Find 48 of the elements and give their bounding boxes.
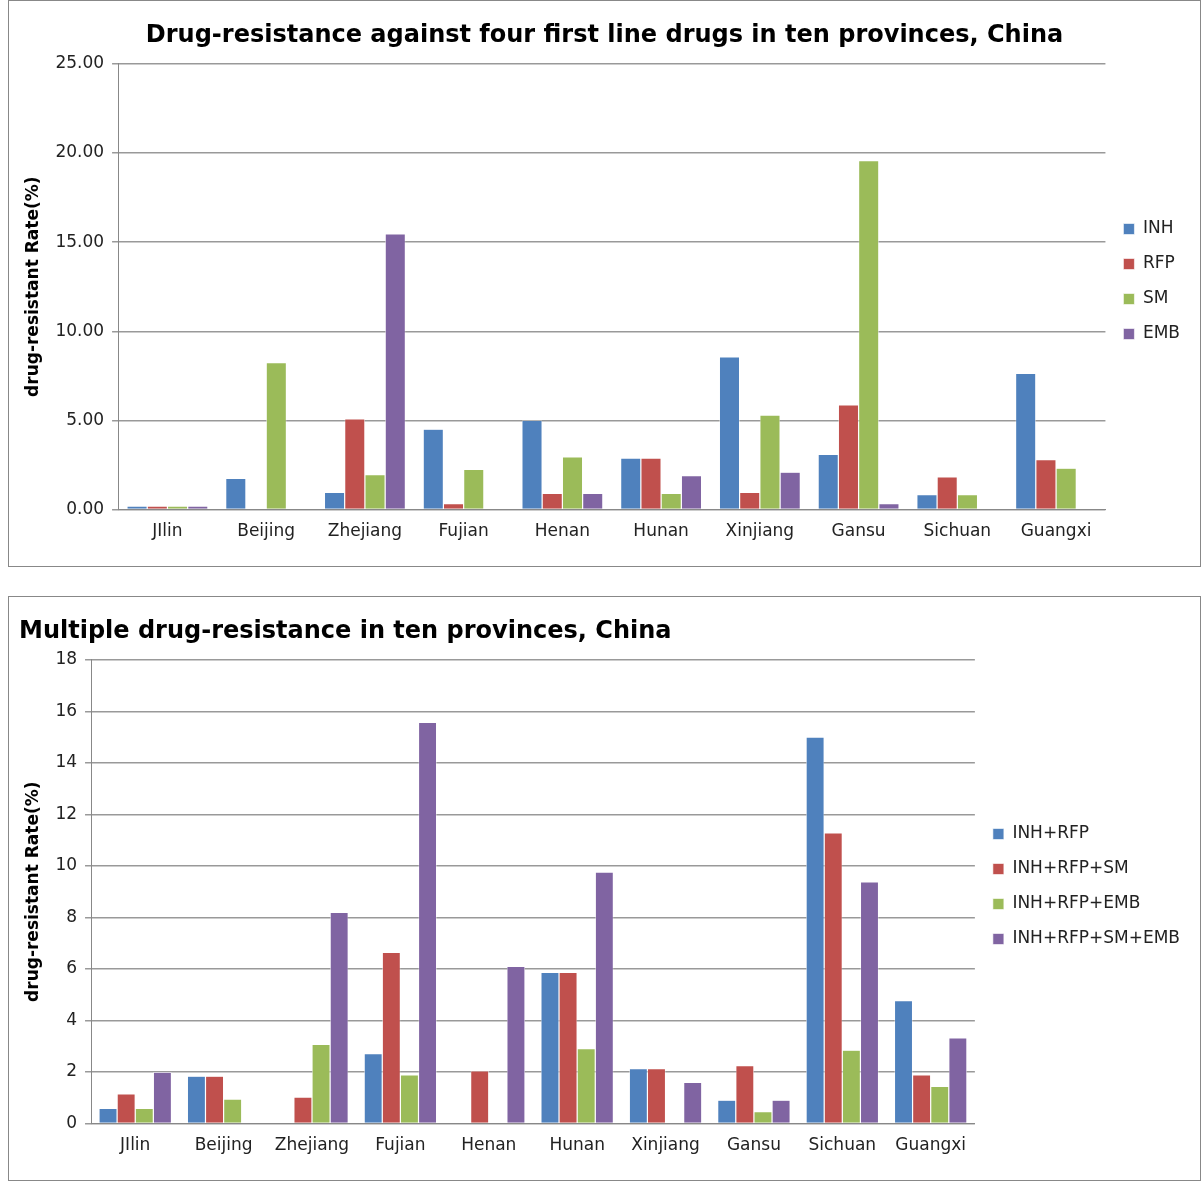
y-tick-label: 6	[66, 957, 78, 978]
legend-label: INH+RFP+SM	[1012, 857, 1129, 878]
x-tick-label: Henan	[534, 520, 590, 541]
y-axis-title: drug-resistant Rate(%)	[21, 781, 42, 1002]
x-tick-label: Zhejiang	[274, 1134, 350, 1155]
y-tick-label: 16	[55, 699, 78, 720]
legend-label: SM	[1142, 287, 1169, 308]
y-tick-label: 5.00	[66, 408, 105, 429]
x-tick-label: Zhejiang	[327, 520, 403, 541]
x-tick-label: Henan	[461, 1134, 517, 1155]
x-tick-label: Sichuan	[808, 1134, 877, 1155]
y-tick-label: 10	[55, 854, 78, 875]
y-tick-label: 12	[55, 802, 78, 823]
x-tick-label: Xinjiang	[631, 1134, 700, 1155]
chart-title: Drug-resistance against four first line drugs in ten provinces, China	[145, 19, 1064, 48]
x-tick-label: JIlin	[119, 1134, 151, 1155]
y-tick-label: 10.00	[55, 319, 105, 340]
x-tick-label: Guangxi	[895, 1134, 967, 1155]
y-tick-label: 8	[66, 905, 78, 926]
x-tick-label: Xinjiang	[725, 520, 795, 541]
y-tick-label: 0	[66, 1112, 78, 1133]
x-tick-label: Beijing	[194, 1134, 253, 1155]
x-tick-label: Guangxi	[1020, 520, 1092, 541]
chart-title: Multiple drug-resistance in ten provinces, China	[19, 615, 672, 644]
x-tick-label: Gansu	[831, 520, 886, 541]
y-tick-label: 2	[66, 1060, 78, 1081]
y-tick-label: 4	[66, 1008, 78, 1029]
y-axis-title: drug-resistant Rate(%)	[21, 176, 42, 397]
x-tick-label: JIlin	[151, 520, 183, 541]
y-tick-label: 0.00	[66, 498, 105, 519]
x-tick-label: Beijing	[237, 520, 296, 541]
legend-label: INH+RFP+SM+EMB	[1012, 927, 1181, 948]
y-tick-label: 20.00	[55, 141, 105, 162]
x-tick-label: Gansu	[726, 1134, 781, 1155]
legend-label: INH+RFP	[1012, 822, 1089, 843]
x-tick-label: Hunan	[633, 520, 689, 541]
y-tick-label: 14	[55, 751, 78, 772]
legend-label: INH+RFP+EMB	[1012, 892, 1141, 913]
x-tick-label: Sichuan	[923, 520, 992, 541]
y-tick-label: 15.00	[55, 230, 105, 251]
x-tick-label: Fujian	[438, 520, 489, 541]
legend-label: RFP	[1142, 252, 1175, 273]
legend-label: INH	[1142, 217, 1174, 238]
y-tick-label: 18	[55, 648, 78, 669]
x-tick-label: Hunan	[549, 1134, 605, 1155]
legend-label: EMB	[1142, 322, 1181, 343]
y-tick-label: 25.00	[55, 52, 105, 73]
x-tick-label: Fujian	[375, 1134, 426, 1155]
